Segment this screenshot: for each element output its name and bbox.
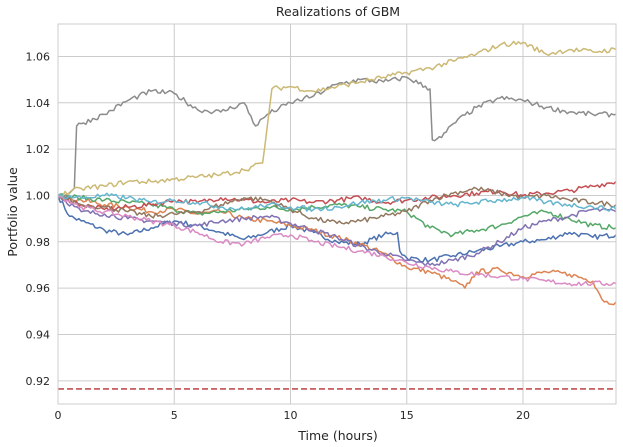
- y-axis-title: Portfolio value: [5, 167, 20, 257]
- x-tick-label: 0: [55, 409, 62, 422]
- y-tick-label: 0.96: [26, 282, 51, 295]
- series-line-10: [57, 192, 617, 212]
- x-axis-title: Time (hours): [297, 428, 377, 443]
- x-tick-labels: 0 5 10 15 20: [55, 409, 531, 422]
- y-tick-label: 1.04: [26, 97, 51, 110]
- y-tick-label: 1.00: [26, 189, 51, 202]
- y-tick-labels: 0.92 0.94 0.96 0.98 1.00 1.02 1.04 1.06: [26, 50, 51, 387]
- y-tick-label: 0.98: [26, 236, 51, 249]
- series-line-8: [57, 75, 617, 197]
- x-tick-label: 15: [400, 409, 414, 422]
- y-tick-label: 1.02: [26, 143, 51, 156]
- plot-frame: [57, 23, 617, 405]
- series-line-9: [57, 40, 617, 198]
- y-tick-label: 1.06: [26, 50, 51, 63]
- x-tick-label: 10: [284, 409, 298, 422]
- chart-title: Realizations of GBM: [276, 4, 400, 19]
- series-line-7: [57, 194, 617, 287]
- x-tick-label: 20: [516, 409, 530, 422]
- series-lines: [57, 40, 617, 306]
- series-line-4: [57, 181, 617, 212]
- y-tick-label: 0.92: [26, 375, 51, 388]
- x-tick-label: 5: [171, 409, 178, 422]
- y-tick-label: 0.94: [26, 328, 51, 341]
- series-line-1: [57, 195, 617, 263]
